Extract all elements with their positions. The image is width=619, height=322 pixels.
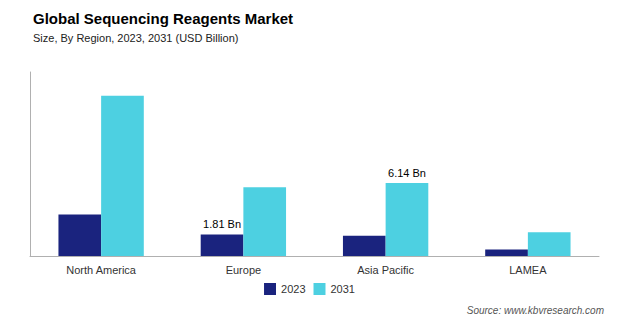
svg-text:Global Sequencing Reagents Mar: Global Sequencing Reagents Market [33,10,293,27]
svg-text:2031: 2031 [331,283,355,295]
svg-text:North America: North America [66,264,137,276]
svg-text:2023: 2023 [281,283,305,295]
svg-text:Asia Pacific: Asia Pacific [357,264,414,276]
svg-text:Source: www.kbvresearch.com: Source: www.kbvresearch.com [467,305,604,316]
svg-text:6.14 Bn: 6.14 Bn [388,167,426,179]
svg-text:1.81 Bn: 1.81 Bn [203,218,241,230]
svg-text:Size, By Region, 2023, 2031 (U: Size, By Region, 2023, 2031 (USD Billion… [33,32,238,44]
svg-text:Europe: Europe [226,264,261,276]
svg-text:LAMEA: LAMEA [509,264,547,276]
